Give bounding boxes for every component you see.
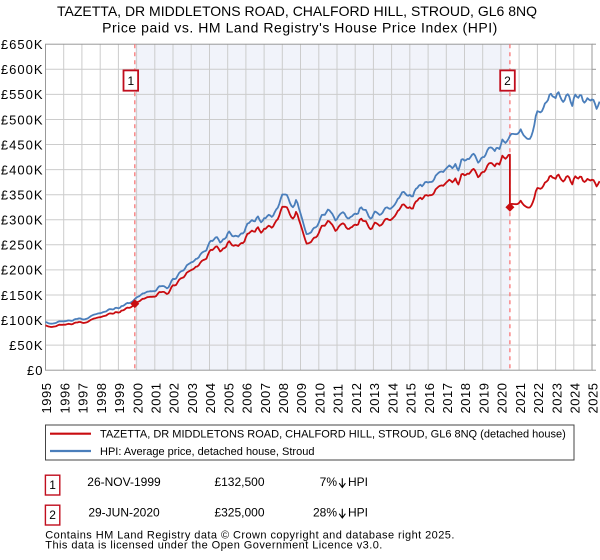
svg-text:1: 1 bbox=[127, 74, 134, 88]
svg-text:2013: 2013 bbox=[367, 383, 382, 414]
svg-text:£100K: £100K bbox=[1, 313, 44, 328]
svg-text:2004: 2004 bbox=[203, 383, 218, 414]
svg-text:2001: 2001 bbox=[149, 383, 164, 414]
svg-text:2: 2 bbox=[504, 74, 511, 88]
svg-text:2014: 2014 bbox=[385, 383, 400, 414]
svg-text:Contains HM Land Registry data: Contains HM Land Registry data © Crown c… bbox=[45, 529, 455, 541]
svg-text:2016: 2016 bbox=[422, 383, 437, 414]
svg-text:£150K: £150K bbox=[1, 288, 44, 303]
svg-text:2015: 2015 bbox=[404, 383, 419, 414]
svg-text:2011: 2011 bbox=[331, 384, 346, 414]
svg-text:2007: 2007 bbox=[258, 383, 273, 414]
svg-text:Price paid vs. HM Land Registr: Price paid vs. HM Land Registry's House … bbox=[102, 20, 498, 36]
svg-text:HPI: Average price, detached h: HPI: Average price, detached house, Stro… bbox=[100, 446, 314, 458]
svg-text:2002: 2002 bbox=[167, 383, 182, 414]
svg-text:TAZETTA, DR MIDDLETONS ROAD, C: TAZETTA, DR MIDDLETONS ROAD, CHALFORD HI… bbox=[57, 3, 537, 19]
svg-text:1998: 1998 bbox=[94, 383, 109, 414]
svg-text:HPI: HPI bbox=[348, 506, 368, 520]
svg-text:HPI: HPI bbox=[348, 475, 368, 489]
svg-text:2021: 2021 bbox=[513, 383, 528, 414]
svg-text:2: 2 bbox=[49, 508, 56, 522]
svg-text:2000: 2000 bbox=[130, 383, 145, 414]
svg-text:2012: 2012 bbox=[349, 383, 364, 414]
svg-text:28%: 28% bbox=[313, 506, 337, 520]
svg-text:£600K: £600K bbox=[1, 62, 44, 77]
svg-text:£325,000: £325,000 bbox=[214, 506, 264, 520]
svg-text:1995: 1995 bbox=[39, 383, 54, 414]
svg-text:1: 1 bbox=[49, 478, 56, 492]
svg-text:1996: 1996 bbox=[57, 383, 72, 414]
svg-text:2024: 2024 bbox=[568, 383, 583, 414]
svg-text:TAZETTA, DR MIDDLETONS ROAD, C: TAZETTA, DR MIDDLETONS ROAD, CHALFORD HI… bbox=[100, 429, 566, 441]
svg-text:2017: 2017 bbox=[440, 383, 455, 414]
svg-text:2020: 2020 bbox=[495, 383, 510, 414]
svg-text:£650K: £650K bbox=[1, 37, 44, 52]
svg-text:1997: 1997 bbox=[76, 383, 91, 414]
svg-text:7%: 7% bbox=[320, 475, 338, 489]
svg-text:£250K: £250K bbox=[1, 238, 44, 253]
svg-text:£300K: £300K bbox=[1, 213, 44, 228]
svg-text:£400K: £400K bbox=[1, 162, 44, 177]
svg-text:2005: 2005 bbox=[221, 383, 236, 414]
svg-text:2006: 2006 bbox=[240, 383, 255, 414]
svg-text:£132,500: £132,500 bbox=[214, 475, 264, 489]
svg-text:26-NOV-1999: 26-NOV-1999 bbox=[87, 475, 161, 489]
svg-text:2008: 2008 bbox=[276, 383, 291, 414]
svg-text:2010: 2010 bbox=[313, 383, 328, 414]
svg-text:2022: 2022 bbox=[531, 383, 546, 414]
svg-text:£50K: £50K bbox=[9, 338, 43, 353]
svg-text:2023: 2023 bbox=[549, 383, 564, 414]
svg-text:This data is licensed under th: This data is licensed under the Open Gov… bbox=[45, 540, 382, 552]
svg-text:£0: £0 bbox=[27, 363, 43, 378]
svg-text:2003: 2003 bbox=[185, 383, 200, 414]
svg-text:2025: 2025 bbox=[586, 383, 600, 414]
svg-text:£200K: £200K bbox=[1, 263, 44, 278]
svg-text:2018: 2018 bbox=[458, 383, 473, 414]
svg-text:1999: 1999 bbox=[112, 383, 127, 414]
svg-text:£500K: £500K bbox=[1, 112, 44, 127]
svg-text:29-JUN-2020: 29-JUN-2020 bbox=[88, 506, 160, 520]
svg-text:£350K: £350K bbox=[1, 188, 44, 203]
svg-text:£550K: £550K bbox=[1, 87, 44, 102]
svg-text:2019: 2019 bbox=[476, 383, 491, 414]
svg-text:2009: 2009 bbox=[294, 383, 309, 414]
svg-text:£450K: £450K bbox=[1, 137, 44, 152]
